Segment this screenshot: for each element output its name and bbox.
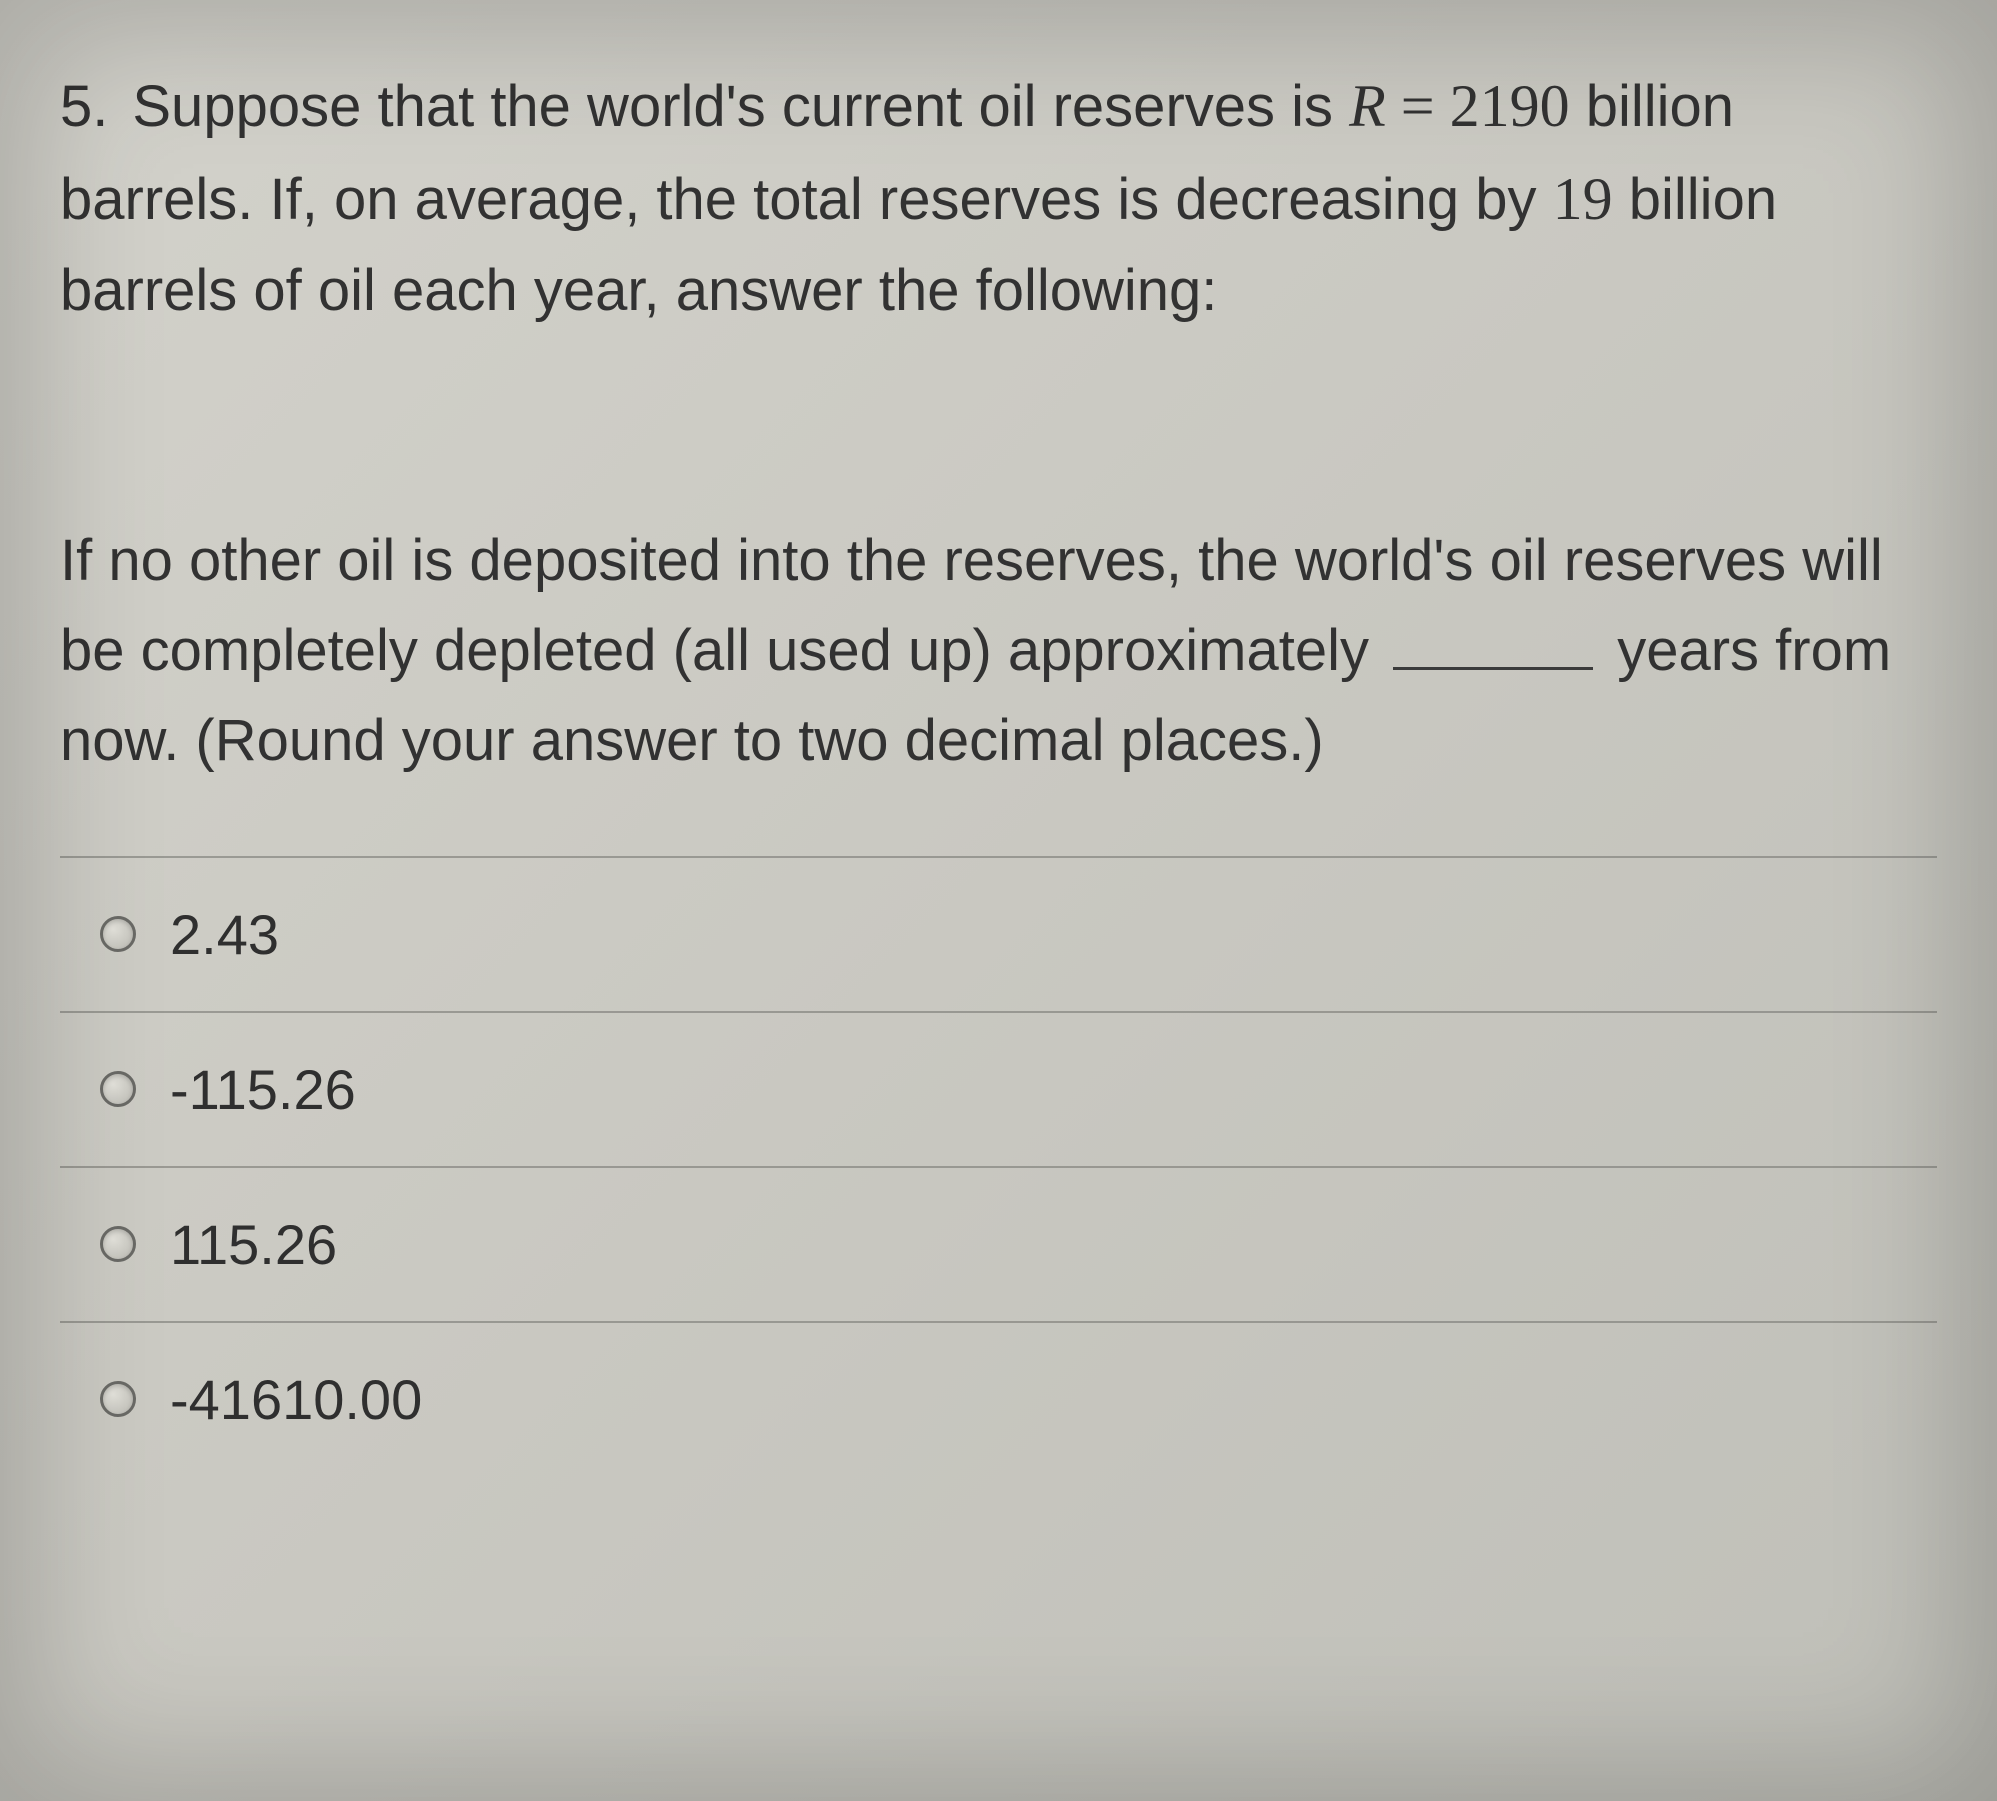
question-page: 5. Suppose that the world's current oil r… bbox=[0, 0, 1997, 1801]
question-number: 5. bbox=[60, 74, 108, 139]
radio-option-2[interactable] bbox=[100, 1071, 136, 1107]
stem-text-1: Suppose that the world's current oil res… bbox=[132, 74, 1349, 139]
option-label: 115.26 bbox=[170, 1212, 337, 1277]
option-row[interactable]: -41610.00 bbox=[60, 1323, 1937, 1476]
math-value-2190: 2190 bbox=[1450, 73, 1570, 139]
math-variable-R: R bbox=[1349, 73, 1386, 139]
option-row[interactable]: 2.43 bbox=[60, 858, 1937, 1013]
fill-in-blank bbox=[1393, 664, 1593, 670]
option-row[interactable]: -115.26 bbox=[60, 1013, 1937, 1168]
math-equals: = bbox=[1386, 73, 1450, 139]
option-label: 2.43 bbox=[170, 902, 279, 967]
radio-option-3[interactable] bbox=[100, 1226, 136, 1262]
answer-options: 2.43 -115.26 115.26 -41610.00 bbox=[60, 856, 1937, 1476]
option-label: -115.26 bbox=[170, 1057, 356, 1122]
option-row[interactable]: 115.26 bbox=[60, 1168, 1937, 1323]
option-label: -41610.00 bbox=[170, 1367, 422, 1432]
decrease-value-19: 19 bbox=[1553, 166, 1613, 232]
radio-option-1[interactable] bbox=[100, 916, 136, 952]
radio-option-4[interactable] bbox=[100, 1381, 136, 1417]
sub-question: If no other oil is deposited into the re… bbox=[60, 516, 1937, 786]
question-stem: 5. Suppose that the world's current oil r… bbox=[60, 60, 1937, 336]
